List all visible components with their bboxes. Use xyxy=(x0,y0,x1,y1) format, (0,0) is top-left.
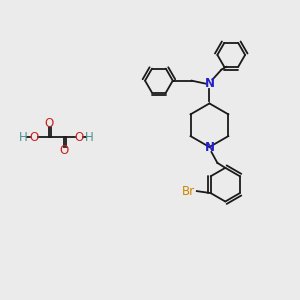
Text: O: O xyxy=(74,130,83,144)
Text: O: O xyxy=(44,117,54,130)
Text: Br: Br xyxy=(182,184,196,198)
Text: H: H xyxy=(19,130,28,144)
Text: O: O xyxy=(59,145,68,158)
Text: N: N xyxy=(204,77,214,90)
Text: O: O xyxy=(29,130,39,144)
Text: H: H xyxy=(85,130,94,144)
Text: N: N xyxy=(204,140,214,154)
